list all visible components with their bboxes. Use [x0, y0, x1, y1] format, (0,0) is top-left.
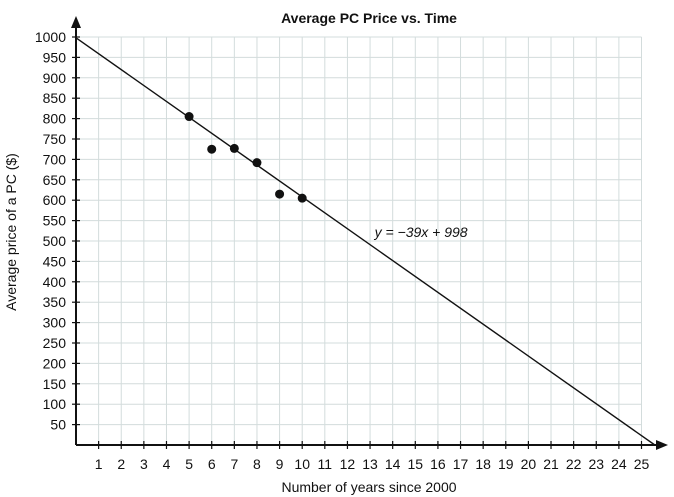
y-tick-label: 500: [43, 233, 67, 249]
y-tick-label: 550: [43, 213, 67, 229]
axes: [71, 16, 668, 450]
x-tick-label: 19: [498, 456, 514, 472]
x-tick-label: 21: [543, 456, 559, 472]
data-point: [229, 143, 239, 153]
x-tick-label: 17: [453, 456, 469, 472]
y-tick-label: 950: [43, 49, 67, 65]
y-axis-arrow-icon: [71, 16, 81, 28]
y-tick-label: 650: [43, 172, 67, 188]
x-tick-label: 10: [294, 456, 310, 472]
x-tick-label: 13: [362, 456, 378, 472]
data-point: [252, 158, 262, 168]
trend-line-equation: y = −39x + 998: [374, 224, 468, 240]
y-tick-label: 900: [43, 70, 67, 86]
x-tick-label: 1: [95, 456, 103, 472]
x-tick-label: 18: [475, 456, 491, 472]
y-tick-label: 150: [43, 376, 67, 392]
x-tick-label: 8: [253, 456, 261, 472]
y-tick-label: 750: [43, 131, 67, 147]
y-axis-label: Average price of a PC ($): [3, 153, 19, 311]
data-point: [297, 193, 307, 203]
x-tick-label: 15: [408, 456, 424, 472]
grid: [76, 36, 642, 445]
y-tick-label: 450: [43, 253, 67, 269]
marks: y = −39x + 998: [75, 37, 656, 446]
y-tick-label: 800: [43, 111, 67, 127]
x-tick-label: 24: [611, 456, 627, 472]
data-point: [184, 112, 194, 122]
x-tick-label: 25: [634, 456, 650, 472]
x-tick-label: 9: [276, 456, 284, 472]
y-tick-label: 1000: [35, 29, 66, 45]
x-tick-label: 14: [385, 456, 401, 472]
y-tick-label: 600: [43, 192, 67, 208]
x-tick-label: 16: [430, 456, 446, 472]
x-tick-label: 12: [340, 456, 356, 472]
x-tick-label: 2: [117, 456, 125, 472]
data-point: [207, 144, 217, 154]
ticks: 1 2 3 4 5 6 7 8 9 10 11 12 13 14 15 16 17 18 19 20 21 22 23 24 2…: [35, 29, 650, 472]
y-tick-label: 200: [43, 355, 67, 371]
x-tick-label: 22: [566, 456, 582, 472]
x-tick-label: 5: [185, 456, 193, 472]
x-tick-label: 23: [588, 456, 604, 472]
y-tick-label: 50: [50, 417, 66, 433]
chart-title: Average PC Price vs. Time: [281, 10, 457, 26]
data-point: [275, 189, 285, 199]
y-tick-label: 400: [43, 274, 67, 290]
y-tick-label: 850: [43, 90, 67, 106]
x-tick-label: 20: [521, 456, 537, 472]
x-axis-label: Number of years since 2000: [281, 479, 456, 495]
y-tick-label: 100: [43, 396, 67, 412]
y-tick-label: 700: [43, 151, 67, 167]
trend-line: [75, 37, 656, 446]
x-axis-arrow-icon: [656, 440, 668, 450]
x-tick-label: 3: [140, 456, 148, 472]
y-tick-label: 250: [43, 335, 67, 351]
x-tick-label: 11: [318, 456, 333, 472]
y-tick-label: 300: [43, 315, 67, 331]
x-tick-label: 4: [163, 456, 171, 472]
x-tick-label: 7: [230, 456, 238, 472]
x-tick-label: 6: [208, 456, 216, 472]
y-tick-label: 350: [43, 294, 67, 310]
